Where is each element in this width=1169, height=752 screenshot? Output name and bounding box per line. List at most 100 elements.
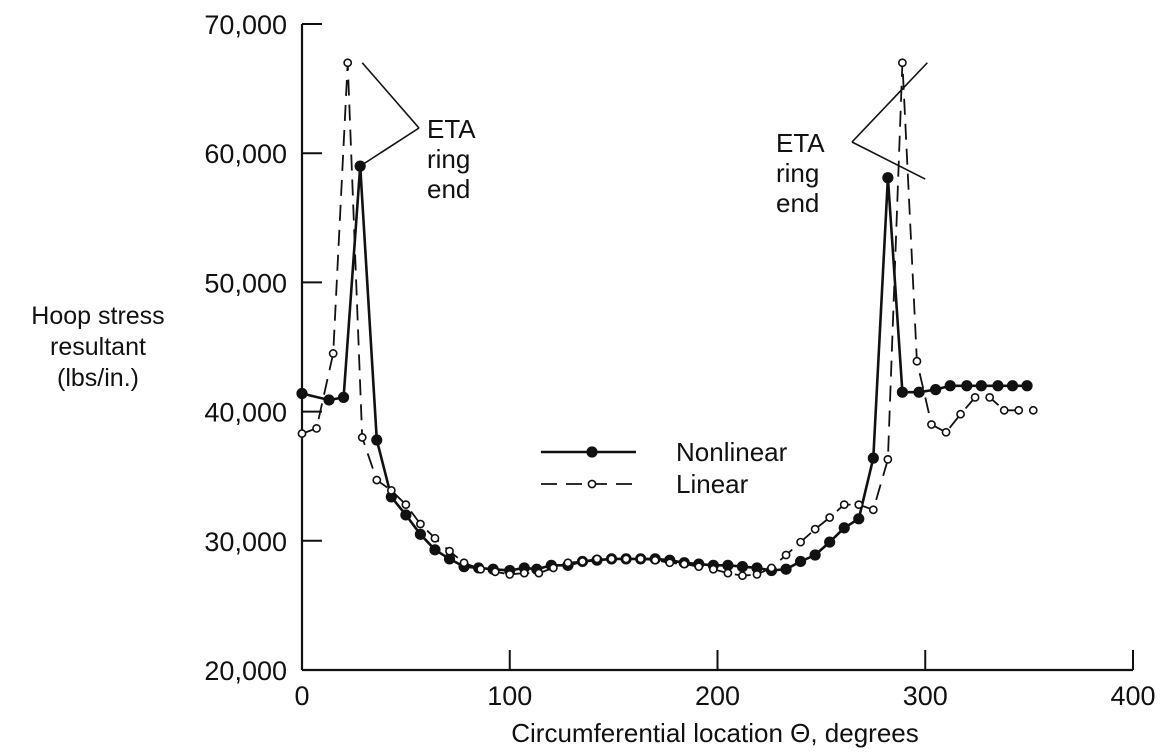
x-tick-label: 100 <box>487 681 532 711</box>
data-point-nonlinear <box>867 452 879 464</box>
data-point-nonlinear <box>975 380 987 392</box>
data-point-linear <box>956 409 965 419</box>
data-point-linear <box>621 554 631 564</box>
x-tick-label: 200 <box>695 681 740 711</box>
annotation-text: ETA <box>776 128 825 158</box>
data-point-linear <box>665 558 675 568</box>
data-point-linear <box>999 405 1009 415</box>
data-point-linear <box>1028 405 1038 415</box>
data-point-linear <box>519 568 529 578</box>
annotation-text: end <box>776 188 819 218</box>
data-point-nonlinear <box>323 394 335 406</box>
annotation-text: ring <box>776 158 819 188</box>
data-point-linear <box>490 567 500 577</box>
data-point-linear <box>328 349 338 358</box>
annotation-text: ring <box>427 144 470 174</box>
data-point-linear <box>781 550 791 560</box>
data-point-linear <box>679 559 689 569</box>
legend-item-linear: Linear <box>541 469 749 499</box>
data-point-linear <box>386 486 396 495</box>
data-point-nonlinear <box>882 172 894 184</box>
y-axis-label-line: (lbs/in.) <box>57 364 139 392</box>
data-point-linear <box>970 392 980 402</box>
data-point-nonlinear <box>992 380 1004 392</box>
annotation-leader-line <box>851 62 928 143</box>
annotation-text: end <box>427 174 470 204</box>
y-axis-label: Hoop stress resultant (lbs/in.) <box>31 302 164 392</box>
data-point-linear <box>372 475 382 485</box>
data-point-linear <box>854 500 864 510</box>
data-point-linear <box>723 568 733 578</box>
series-layer <box>296 58 1038 581</box>
data-point-nonlinear <box>414 528 427 540</box>
data-point-nonlinear <box>400 509 412 521</box>
data-point-linear <box>796 537 805 547</box>
data-point-linear <box>505 569 515 579</box>
annotation-leader-line <box>361 62 420 129</box>
x-tick-label: 300 <box>903 681 948 711</box>
series-line-nonlinear <box>301 164 1027 572</box>
y-tick-label: 30,000 <box>204 527 287 557</box>
legend-item-nonlinear: Nonlinear <box>541 437 788 467</box>
data-point-nonlinear <box>853 513 865 525</box>
data-point-nonlinear <box>794 555 807 568</box>
series-line-linear <box>301 61 1034 577</box>
data-point-linear <box>548 563 558 573</box>
data-point-linear <box>297 429 307 438</box>
y-tick-label: 60,000 <box>204 139 287 169</box>
data-point-linear <box>401 500 411 510</box>
data-point-linear <box>941 427 951 437</box>
data-point-nonlinear <box>896 386 908 398</box>
data-point-linear <box>343 58 353 68</box>
data-point-linear <box>1014 405 1024 415</box>
data-point-linear <box>883 455 893 464</box>
series-nonlinear <box>296 160 1033 577</box>
data-point-linear <box>650 555 660 565</box>
data-point-linear <box>476 564 486 574</box>
y-tick-label: 40,000 <box>204 398 287 428</box>
data-point-nonlinear <box>1021 380 1033 392</box>
series-linear <box>297 58 1038 581</box>
data-point-linear <box>578 557 587 566</box>
data-point-linear <box>839 500 849 510</box>
data-point-nonlinear <box>371 434 383 446</box>
data-point-linear <box>752 569 762 579</box>
y-tick-label: 20,000 <box>204 656 287 686</box>
annotation-leader-line <box>359 127 420 167</box>
y-axis-label-line: resultant <box>50 333 146 361</box>
data-point-nonlinear <box>944 380 956 392</box>
data-point-linear <box>708 564 718 574</box>
data-point-nonlinear <box>429 544 441 556</box>
data-point-linear <box>416 519 425 529</box>
data-point-nonlinear <box>961 380 973 392</box>
data-point-linear <box>312 423 321 433</box>
annotation-text: ETA <box>427 114 476 144</box>
data-point-linear <box>694 562 704 572</box>
data-point-nonlinear <box>1006 380 1019 392</box>
legend-marker <box>587 479 597 489</box>
data-point-linear <box>810 524 820 534</box>
data-point-nonlinear <box>337 391 350 403</box>
data-point-linear <box>607 554 616 564</box>
x-tick-label: 400 <box>1110 681 1155 711</box>
legend-marker <box>586 446 598 458</box>
legend-label: Nonlinear <box>676 437 788 467</box>
data-point-nonlinear <box>930 384 942 396</box>
data-point-linear <box>868 505 878 515</box>
data-point-linear <box>767 563 776 573</box>
data-point-nonlinear <box>838 522 850 534</box>
x-tick-label: 0 <box>294 681 309 711</box>
data-point-nonlinear <box>736 561 749 573</box>
y-tick-label: 50,000 <box>204 268 287 298</box>
data-point-linear <box>563 558 573 568</box>
x-axis-label: Circumferential location Θ, degrees <box>511 718 919 748</box>
y-axis-label-line: Hoop stress <box>31 302 164 330</box>
data-point-linear <box>357 433 367 442</box>
data-point-linear <box>592 554 602 564</box>
data-point-linear <box>534 568 544 578</box>
